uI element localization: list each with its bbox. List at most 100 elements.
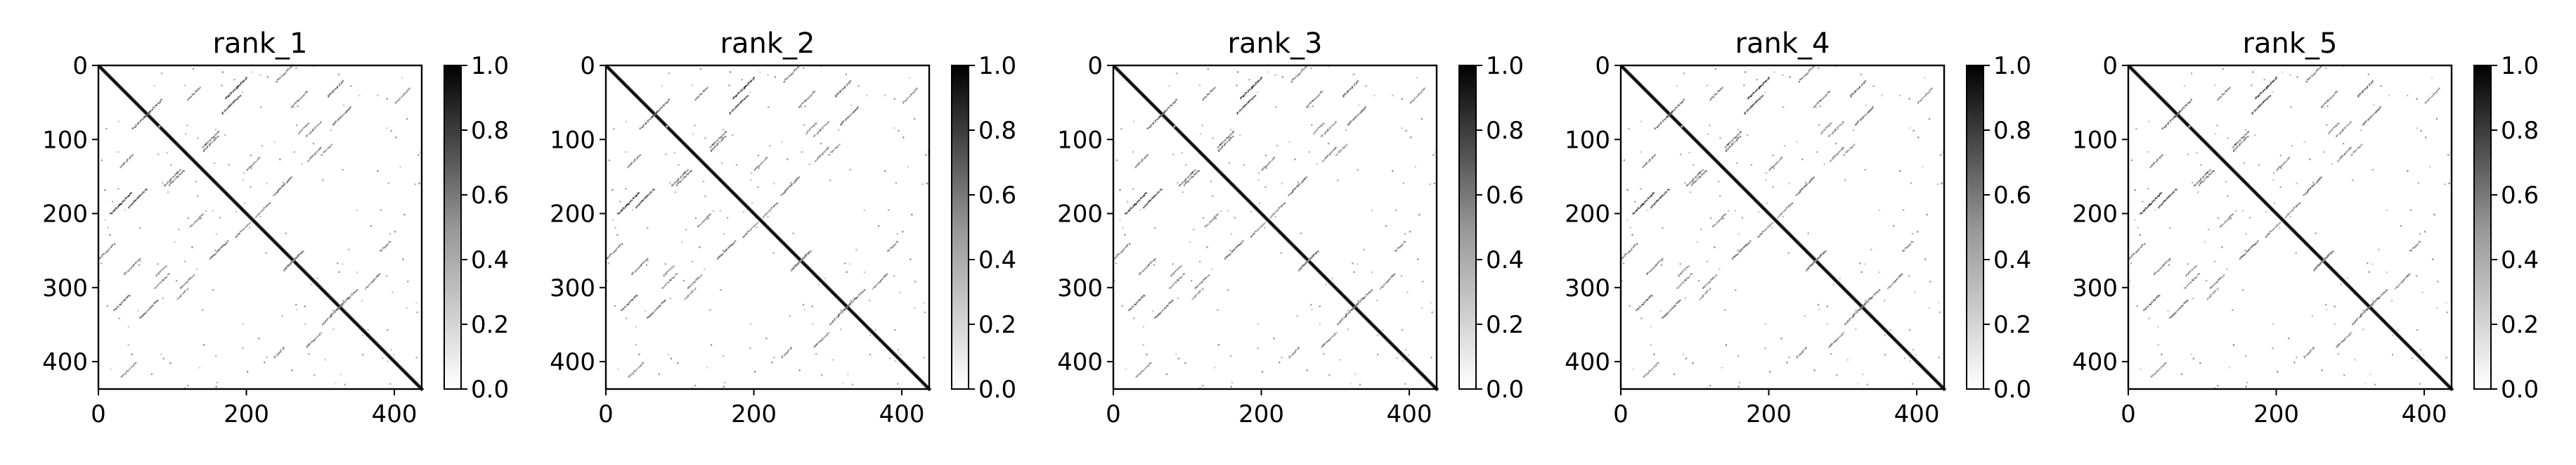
heatmap-cell [798,369,800,371]
heatmap-cell [828,332,829,333]
heatmap-cell [375,277,376,279]
heatmap-cell [107,305,108,307]
heatmap-cell [744,98,745,100]
heatmap-cell [193,68,194,70]
heatmap-cell [803,304,804,305]
heatmap-cell [105,252,106,253]
heatmap-cell [304,324,306,325]
heatmap-cell [239,84,240,86]
heatmap-cell [279,77,280,79]
heatmap-cell [303,94,304,96]
heatmap-cell [782,141,783,143]
heatmap-cell [195,220,197,222]
heatmap-cell [148,309,150,310]
heatmap-cell [656,112,657,113]
heatmap-cell [222,113,224,114]
heatmap-cell [104,219,105,220]
heatmap-cell [609,160,610,161]
heatmap-cell [235,211,237,212]
heatmap-cell [647,227,648,229]
heatmap-cell [621,209,623,210]
heatmap-cell [261,210,262,212]
heatmap-cell [344,302,345,303]
heatmap-cell [632,209,633,210]
heatmap-cell [162,298,164,299]
heatmap-cell [875,329,876,331]
heatmap-cell [754,371,756,372]
heatmap-cell [306,135,307,136]
heatmap-cell [832,359,834,360]
heatmap-cell [638,192,640,193]
heatmap-cell [847,374,848,375]
heatmap-cell [314,127,316,129]
heatmap-cell [361,300,363,301]
heatmap-cell [115,308,117,310]
heatmap-cell [734,240,736,241]
heatmap-cell [730,113,731,114]
heatmap-cell [723,253,724,255]
heatmap-cell [114,243,115,245]
heatmap-cell [697,226,699,227]
heatmap-cell [695,217,697,219]
heatmap-cell [326,149,328,151]
heatmap-cell [784,355,785,356]
heatmap-cell [250,155,252,156]
heatmap-cell [855,249,857,250]
heatmap-cell [659,374,660,375]
heatmap-cell [846,84,848,86]
heatmap-cell [261,145,263,146]
heatmap-cell [820,130,821,132]
colorbar-tick-label: 0.4 [471,246,509,274]
x-tick-label: 0 [598,400,614,428]
heatmap-cell [743,236,744,238]
heatmap-cell [682,174,683,176]
heatmap-cell [119,167,121,168]
heatmap-cell [117,151,119,153]
heatmap-cell [166,276,167,277]
heatmap-cell [321,332,322,333]
heatmap-cell [701,93,703,94]
heatmap-cell [137,123,138,125]
heatmap-cell [795,265,796,267]
heatmap-cell [625,188,626,189]
heatmap-cell [212,289,214,291]
heatmap-cell [406,118,408,120]
heatmap-cell [821,374,822,376]
heatmap-cell [283,181,284,183]
heatmap-cell [129,158,131,159]
heatmap-cell [167,182,168,184]
heatmap-cell [631,274,633,275]
heatmap-cell [166,265,167,267]
heatmap-cell [156,104,157,106]
heatmap-cell [723,386,725,388]
heatmap-cell [698,96,699,98]
heatmap-cell [117,188,119,189]
heatmap-cell [129,368,131,369]
heatmap-cell [626,317,627,319]
heatmap-cell [407,281,408,282]
heatmap-cell [758,167,759,169]
heatmap-cell [242,91,243,93]
heatmap-cell [762,217,763,218]
heatmap-cell [245,226,247,227]
heatmap-cell [632,299,633,300]
heatmap-cell [325,359,326,360]
heatmap-cell [259,157,260,158]
heatmap-cell [720,136,722,137]
heatmap-cell [343,104,344,106]
heatmap-cell [143,117,144,119]
heatmap-cell [829,179,831,181]
heatmap-cell [869,300,870,301]
heatmap-cell [197,137,198,139]
heatmap-cell [787,158,788,160]
heatmap-cell [660,305,661,306]
heatmap-cell [708,215,710,216]
heatmap-cell [711,344,712,345]
heatmap-cell [613,128,614,129]
heatmap-cell [128,207,129,208]
heatmap-cell [675,273,677,274]
heatmap-cell [388,182,389,184]
heatmap-cell [168,273,169,274]
heatmap-cell [334,89,335,91]
heatmap-cell [212,210,214,211]
